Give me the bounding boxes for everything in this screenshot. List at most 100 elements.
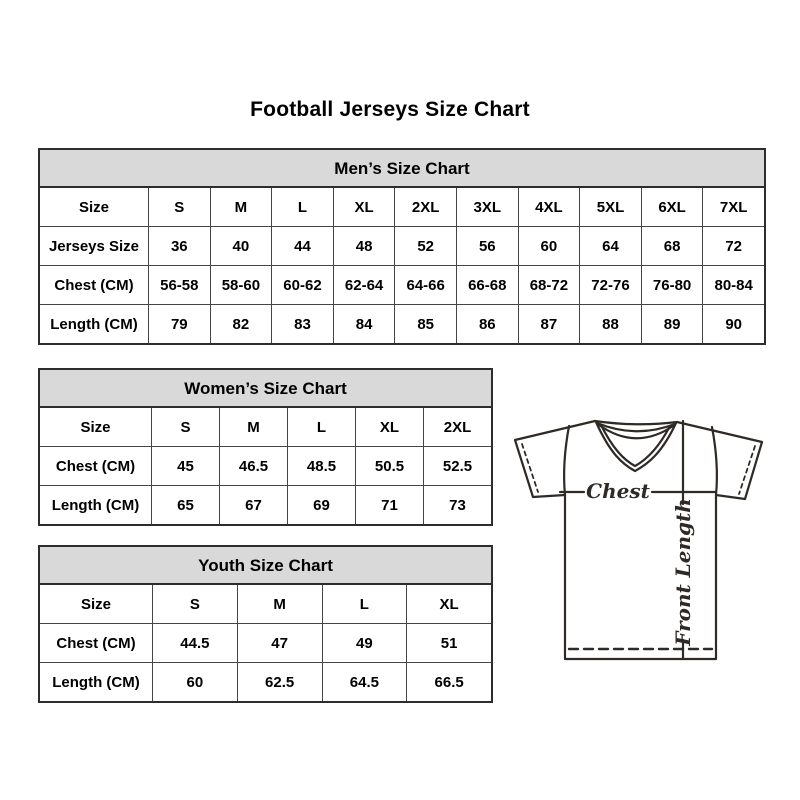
- table-grid: Size S M L XL Chest (CM) 44.5 47 49 51 Length (CM)…: [40, 585, 491, 701]
- row-label: Size: [80, 595, 111, 613]
- table-cell: 48: [332, 226, 395, 265]
- table-cell: 72: [702, 226, 764, 265]
- table-grid: Size S M L XL 2XL Chest (CM) 45 46.5 48.5 50.5 52.5…: [40, 408, 491, 524]
- jersey-body: [563, 493, 718, 661]
- page-title: Football Jerseys Size Chart: [250, 98, 530, 121]
- table-cell: 56-58: [148, 265, 210, 304]
- table-cell: 88: [579, 304, 641, 343]
- jersey-left-seam: [563, 424, 571, 497]
- table-cell: 62-64: [332, 265, 395, 304]
- table-cell: 3XL: [455, 188, 518, 226]
- table-cell: 2XL: [394, 188, 456, 226]
- jersey-vneck-outer: [594, 420, 678, 473]
- table-cell: 45: [151, 446, 219, 485]
- table-cell: 4XL: [517, 188, 580, 226]
- womens-table-title: Women’s Size Chart: [40, 370, 491, 408]
- row-label: Chest (CM): [40, 265, 148, 304]
- row-label: Length (CM): [40, 304, 148, 343]
- table-cell: 65: [151, 485, 219, 524]
- table-cell: 60: [152, 662, 237, 701]
- front-length-label: Front Length: [671, 498, 695, 647]
- table-cell: 47: [236, 623, 322, 662]
- table-cell: 51: [406, 623, 491, 662]
- chest-label: Chest: [586, 479, 650, 503]
- table-cell: L: [287, 408, 355, 446]
- table-cell: 5XL: [579, 188, 641, 226]
- jersey-vneck-inner: [599, 423, 672, 468]
- row-label: Size: [80, 418, 111, 436]
- table-cell: 6XL: [640, 188, 703, 226]
- table-cell: 50.5: [355, 446, 423, 485]
- table-cell: 46.5: [219, 446, 287, 485]
- table-cell: 68-72: [517, 265, 580, 304]
- table-cell: XL: [332, 188, 395, 226]
- mens-table-title: Men’s Size Chart: [40, 150, 764, 188]
- table-cell: 48.5: [287, 446, 355, 485]
- table-cell: 40: [209, 226, 272, 265]
- table-cell: 72-76: [579, 265, 641, 304]
- table-cell: 44.5: [152, 623, 237, 662]
- table-cell: 71: [355, 485, 423, 524]
- table-cell: L: [271, 188, 333, 226]
- table-cell: 80-84: [702, 265, 764, 304]
- womens-size-chart-table: Women’s Size Chart Size S M L XL 2XL Chest (CM…: [38, 368, 493, 526]
- table-cell: 64: [579, 226, 641, 265]
- jersey-left-cuff-stitch: [521, 443, 539, 493]
- jersey-collar-band-1: [595, 421, 677, 433]
- jersey-right-seam: [710, 425, 718, 497]
- jersey-collar-top: [593, 419, 679, 426]
- table-cell: M: [219, 408, 287, 446]
- table-cell: 85: [394, 304, 456, 343]
- table-cell: 68: [640, 226, 703, 265]
- row-label: Chest (CM): [40, 623, 152, 662]
- youth-table-title: Youth Size Chart: [40, 547, 491, 585]
- table-cell: 7XL: [702, 188, 764, 226]
- table-cell: 69: [287, 485, 355, 524]
- table-cell: M: [236, 585, 322, 623]
- jersey-right-sleeve: [675, 420, 764, 501]
- table-cell: 86: [455, 304, 518, 343]
- jersey-measurement-diagram: Chest Front Length: [505, 412, 775, 664]
- table-cell: 76-80: [640, 265, 703, 304]
- table-cell: 82: [209, 304, 272, 343]
- table-cell: 56: [455, 226, 518, 265]
- row-label: Size: [78, 198, 109, 216]
- table-cell: 83: [271, 304, 333, 343]
- table-cell: XL: [406, 585, 491, 623]
- table-grid: Size S M L XL 2XL 3XL 4XL 5XL 6XL 7XL Jerseys Size 3…: [40, 188, 764, 343]
- table-cell: 87: [517, 304, 580, 343]
- row-label: Jerseys Size: [40, 226, 148, 265]
- youth-size-chart-table: Youth Size Chart Size S M L XL Chest (CM) 44.5…: [38, 545, 493, 703]
- table-cell: 52.5: [423, 446, 491, 485]
- table-cell: 60: [517, 226, 580, 265]
- row-label: Length (CM): [40, 662, 152, 701]
- table-cell: L: [321, 585, 407, 623]
- table-cell: 44: [271, 226, 333, 265]
- table-cell: 64-66: [394, 265, 456, 304]
- table-cell: 84: [332, 304, 395, 343]
- table-cell: 67: [219, 485, 287, 524]
- table-cell: 66.5: [406, 662, 491, 701]
- row-label: Length (CM): [40, 485, 151, 524]
- table-cell: 58-60: [209, 265, 272, 304]
- jersey-left-sleeve: [513, 419, 597, 499]
- table-cell: S: [148, 188, 210, 226]
- table-cell: 60-62: [271, 265, 333, 304]
- mens-size-chart-table: Men’s Size Chart Size S M L XL 2XL 3XL 4XL 5XL 6X…: [38, 148, 766, 345]
- table-cell: 52: [394, 226, 456, 265]
- table-cell: 62.5: [236, 662, 322, 701]
- jersey-right-cuff-stitch: [738, 445, 756, 495]
- table-cell: 89: [640, 304, 703, 343]
- table-cell: 66-68: [455, 265, 518, 304]
- table-cell: 2XL: [423, 408, 491, 446]
- table-cell: S: [151, 408, 219, 446]
- row-label: Chest (CM): [40, 446, 151, 485]
- table-cell: 64.5: [321, 662, 407, 701]
- table-cell: XL: [355, 408, 423, 446]
- jersey-collar-band-2: [597, 423, 675, 440]
- table-cell: M: [209, 188, 272, 226]
- table-cell: S: [152, 585, 237, 623]
- table-cell: 90: [702, 304, 764, 343]
- table-cell: 79: [148, 304, 210, 343]
- table-cell: 36: [148, 226, 210, 265]
